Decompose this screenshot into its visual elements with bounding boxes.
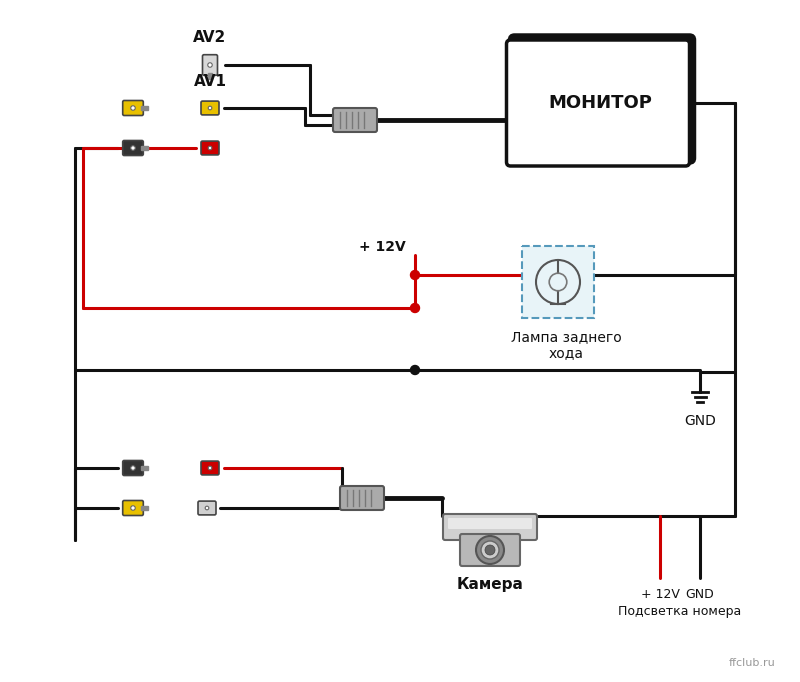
FancyBboxPatch shape — [460, 534, 520, 566]
Bar — [141, 106, 148, 110]
Text: Подсветка номера: Подсветка номера — [618, 605, 742, 618]
Circle shape — [410, 366, 419, 374]
Circle shape — [208, 63, 212, 68]
Text: + 12V: + 12V — [641, 588, 679, 601]
FancyBboxPatch shape — [202, 55, 218, 75]
Text: + 12V: + 12V — [358, 240, 406, 254]
FancyBboxPatch shape — [506, 40, 690, 166]
Circle shape — [205, 506, 209, 510]
Circle shape — [481, 541, 499, 559]
FancyBboxPatch shape — [522, 246, 594, 318]
Circle shape — [130, 106, 135, 110]
FancyBboxPatch shape — [443, 514, 537, 540]
FancyBboxPatch shape — [510, 35, 694, 163]
Text: AV2: AV2 — [194, 29, 226, 44]
Text: Камера: Камера — [457, 577, 523, 592]
FancyBboxPatch shape — [122, 460, 143, 475]
FancyBboxPatch shape — [201, 461, 219, 475]
Circle shape — [410, 271, 419, 280]
Text: МОНИТОР: МОНИТОР — [548, 94, 652, 112]
Circle shape — [208, 106, 212, 110]
Text: AV1: AV1 — [194, 74, 226, 89]
Bar — [141, 506, 148, 510]
FancyBboxPatch shape — [201, 141, 219, 155]
Text: GND: GND — [684, 414, 716, 428]
Bar — [141, 146, 148, 150]
Circle shape — [208, 146, 212, 150]
Circle shape — [485, 545, 495, 555]
Circle shape — [130, 146, 135, 150]
Circle shape — [476, 536, 504, 564]
FancyBboxPatch shape — [340, 486, 384, 510]
Text: GND: GND — [686, 588, 714, 601]
FancyBboxPatch shape — [122, 501, 143, 516]
FancyBboxPatch shape — [122, 140, 143, 155]
FancyBboxPatch shape — [201, 101, 219, 115]
Text: ffclub.ru: ffclub.ru — [728, 658, 775, 668]
Circle shape — [208, 466, 212, 470]
FancyBboxPatch shape — [448, 518, 532, 529]
Circle shape — [130, 506, 135, 510]
Text: Лампа заднего
хода: Лампа заднего хода — [510, 330, 622, 360]
Bar — [141, 466, 148, 470]
Circle shape — [410, 303, 419, 312]
FancyBboxPatch shape — [122, 100, 143, 115]
FancyBboxPatch shape — [198, 501, 216, 515]
Bar — [208, 73, 212, 79]
FancyBboxPatch shape — [333, 108, 377, 132]
Circle shape — [130, 466, 135, 471]
